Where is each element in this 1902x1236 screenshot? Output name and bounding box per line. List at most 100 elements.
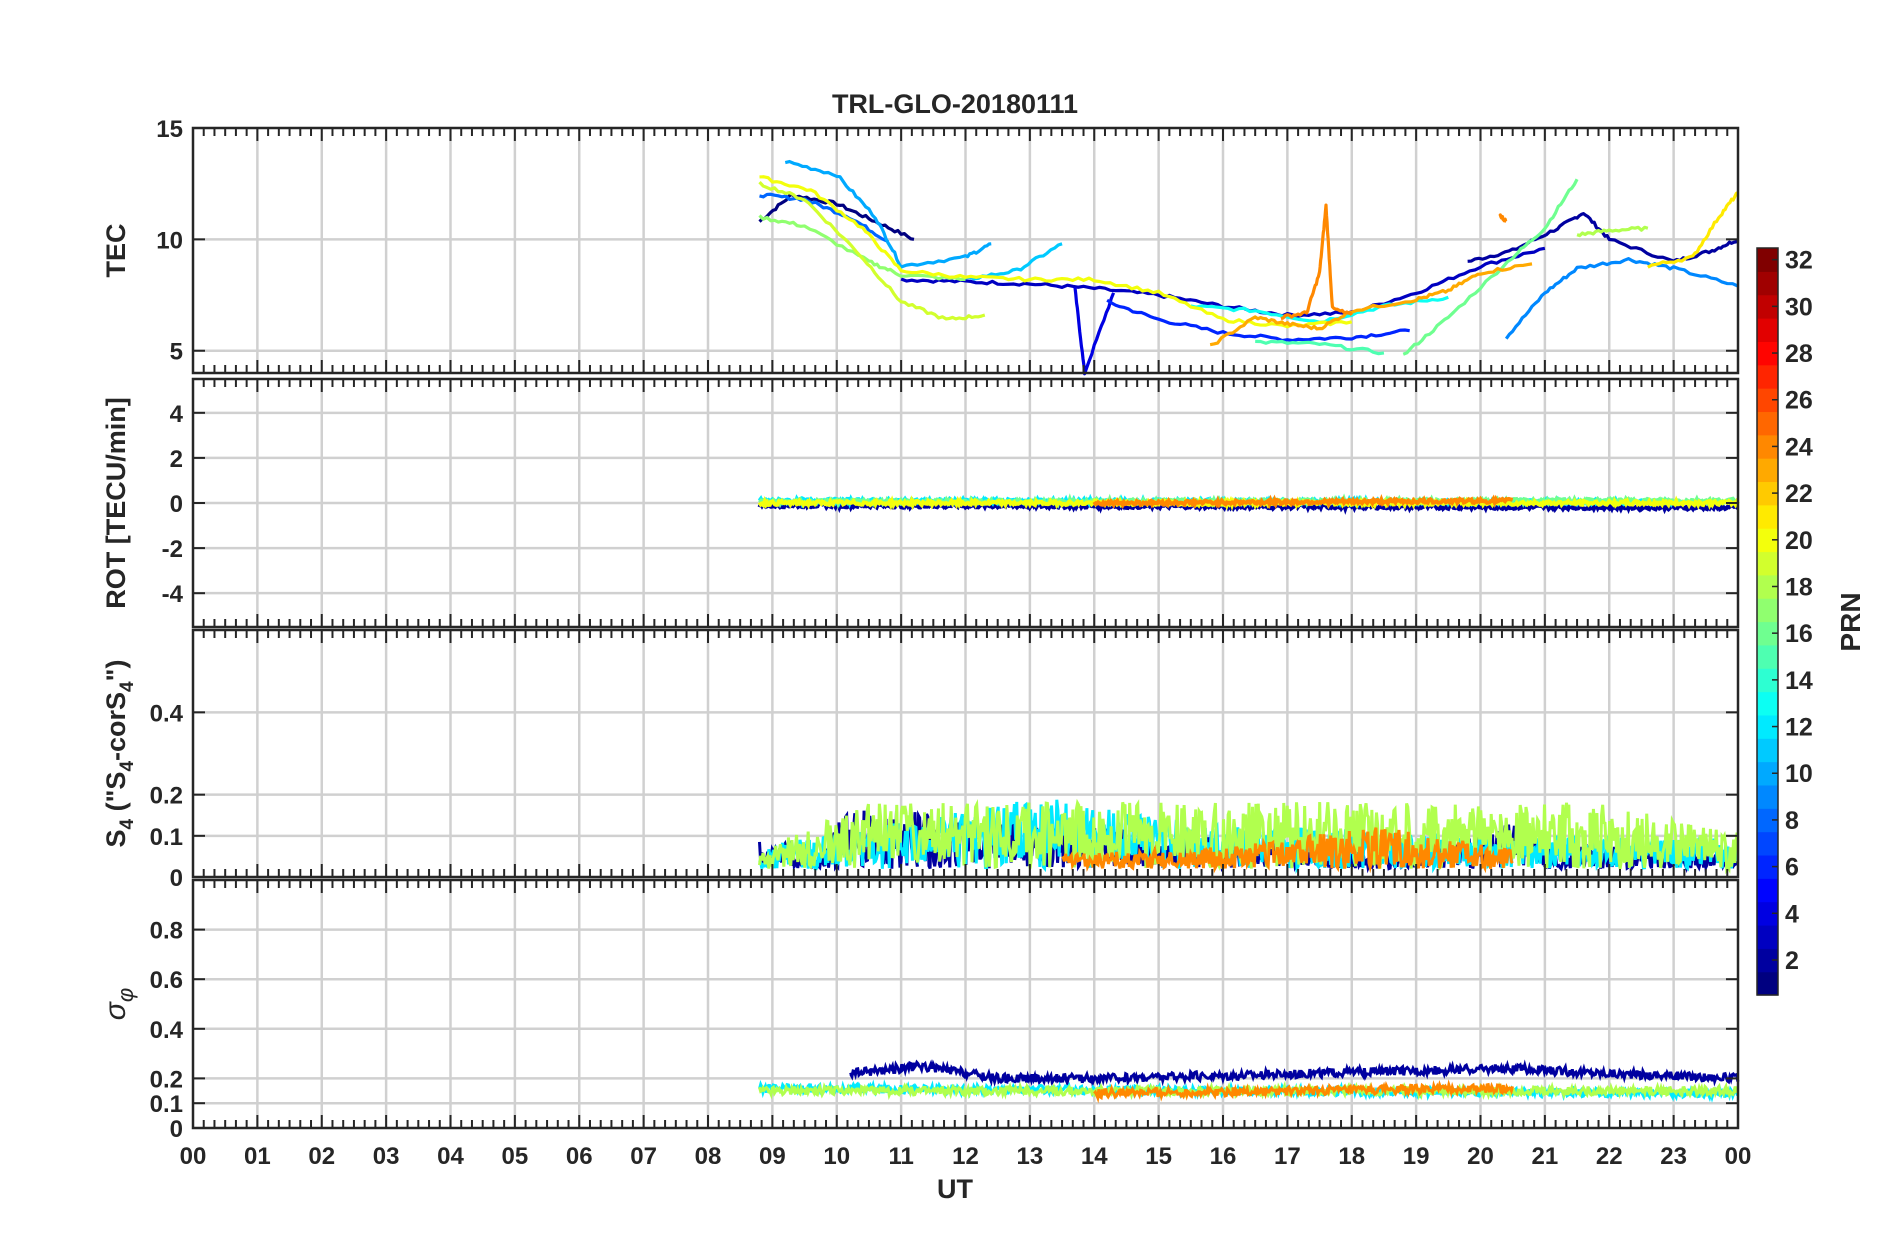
y-tick-label: 2: [170, 446, 183, 473]
colorbar-tick-label: 30: [1785, 293, 1813, 321]
y-tick-label: 0.4: [150, 1017, 184, 1044]
colorbar-swatch: [1757, 411, 1778, 436]
series-line-prn-18: [758, 798, 1739, 875]
colorbar-tick-label: 14: [1785, 667, 1813, 695]
colorbar-tick-label: 20: [1785, 527, 1813, 555]
colorbar-swatch: [1757, 831, 1778, 856]
colorbar-swatch: [1757, 504, 1778, 529]
colorbar-swatch: [1757, 761, 1778, 786]
x-tick-label: 06: [566, 1143, 593, 1170]
colorbar-swatch: [1757, 318, 1778, 342]
colorbar-swatch: [1757, 924, 1778, 949]
tick-marks: [192, 880, 1739, 1129]
colorbar-tick-label: 10: [1785, 760, 1813, 788]
colorbar-tick-label: 4: [1785, 900, 1799, 928]
colorbar-swatch: [1757, 948, 1778, 973]
tick-marks: [192, 630, 1739, 878]
x-tick-label: 15: [1145, 1143, 1172, 1170]
y-tick-label: 0.1: [150, 1091, 183, 1118]
tick-marks: [192, 127, 1739, 373]
y-tick-label: 10: [156, 227, 183, 254]
x-tick-label: 01: [244, 1143, 271, 1170]
y-tick-label: 15: [156, 116, 183, 143]
colorbar-tick-label: 32: [1785, 247, 1813, 275]
y-tick-label: 0.1: [150, 824, 183, 851]
series-line-prn-9: [1504, 257, 1739, 340]
y-tick-label: 4: [170, 401, 184, 428]
x-tick-label: 09: [759, 1143, 786, 1170]
x-tick-label: 10: [823, 1143, 850, 1170]
colorbar-swatch: [1757, 971, 1778, 996]
x-tick-label: 07: [630, 1143, 657, 1170]
y-tick-label: -4: [162, 581, 184, 608]
y-tick-label: 5: [170, 339, 183, 366]
colorbar-swatch: [1757, 691, 1778, 716]
series-line-prn-16: [1402, 178, 1579, 356]
y-tick-label: 0.2: [150, 783, 183, 810]
series-line-prn-24: [1498, 213, 1508, 223]
x-axis-label: UT: [937, 1174, 973, 1204]
series-line-prn-24: [1061, 827, 1514, 874]
series-line-prn-23: [1209, 262, 1533, 347]
colorbar-swatch: [1757, 551, 1778, 576]
colorbar-swatch: [1757, 528, 1778, 553]
x-tick-label: 21: [1532, 1143, 1559, 1170]
series-line-prn-6: [1106, 298, 1410, 343]
x-tick-label: 05: [502, 1143, 529, 1170]
series-line-prn-2: [1467, 211, 1740, 263]
chart-title: TRL-GLO-20180111: [832, 89, 1078, 119]
x-tick-label: 02: [308, 1143, 335, 1170]
x-tick-label: 18: [1338, 1143, 1365, 1170]
colorbar-swatch: [1757, 621, 1778, 646]
y-tick-label: 0.8: [150, 918, 183, 945]
x-tick-label: 08: [695, 1143, 722, 1170]
series-group: [758, 798, 1739, 875]
colorbar-frame: [1756, 247, 1779, 996]
series-line-prn-24: [1093, 1079, 1515, 1104]
colorbar-tick-label: 26: [1785, 387, 1813, 415]
colorbar-swatch: [1757, 364, 1778, 389]
colorbar-swatch: [1757, 714, 1778, 739]
colorbar-swatch: [1757, 808, 1778, 833]
panel-tec: 5 10 15 TEC: [101, 116, 1740, 376]
y-axis-label-sigma: σφ: [99, 988, 138, 1020]
y-tick-label: 0.6: [150, 967, 183, 994]
colorbar-swatch: [1757, 644, 1778, 669]
series-line-prn-8: [759, 192, 889, 244]
y-tick-label: 0.4: [150, 700, 184, 727]
x-tick-label: 00: [1725, 1143, 1752, 1170]
series-line-prn-21: [1647, 191, 1739, 269]
series-line-prn-2: [849, 1059, 1740, 1089]
y-axis-label-tec: TEC: [101, 224, 131, 278]
colorbar-swatch: [1757, 434, 1778, 459]
panel-rot: -4 -2 0 2 4 ROT [TECU/min]: [101, 377, 1740, 629]
colorbar-tick-label: 6: [1785, 854, 1799, 882]
colorbar-label: PRN: [1835, 592, 1866, 651]
colorbar-tick-label: 12: [1785, 714, 1813, 742]
series-line-prn-1: [758, 192, 915, 241]
colorbar-swatch: [1757, 481, 1778, 506]
colorbar-tick-label: 22: [1785, 480, 1813, 508]
colorbar-swatch: [1757, 901, 1778, 926]
series-line-prn-18: [1576, 225, 1649, 238]
colorbar-swatch: [1757, 668, 1778, 693]
y-tick-label: 0: [170, 865, 183, 892]
colorbar-swatch: [1757, 738, 1778, 763]
series-group: [758, 159, 1740, 376]
x-tick-label: 13: [1017, 1143, 1044, 1170]
colorbar-swatch: [1757, 458, 1778, 483]
series-line-prn-19: [758, 180, 986, 321]
panel-sigma: 00.10.2 0.4 0.6 0.8 σφ: [99, 878, 1740, 1143]
series-line-prn-17: [758, 214, 966, 282]
series-line-prn-10: [784, 159, 992, 269]
x-tick-labels: 00 01 02 03 04 05 06 07 08 09 10 11 12 13 14 15 16 17 18 19…: [180, 1143, 1752, 1170]
colorbar-swatch: [1757, 248, 1778, 272]
colorbar-swatch: [1757, 854, 1778, 879]
colorbar-tick-label: 18: [1785, 573, 1813, 601]
colorbar-swatch: [1757, 878, 1778, 903]
colorbar-swatch: [1757, 294, 1778, 319]
x-tick-label: 19: [1403, 1143, 1430, 1170]
